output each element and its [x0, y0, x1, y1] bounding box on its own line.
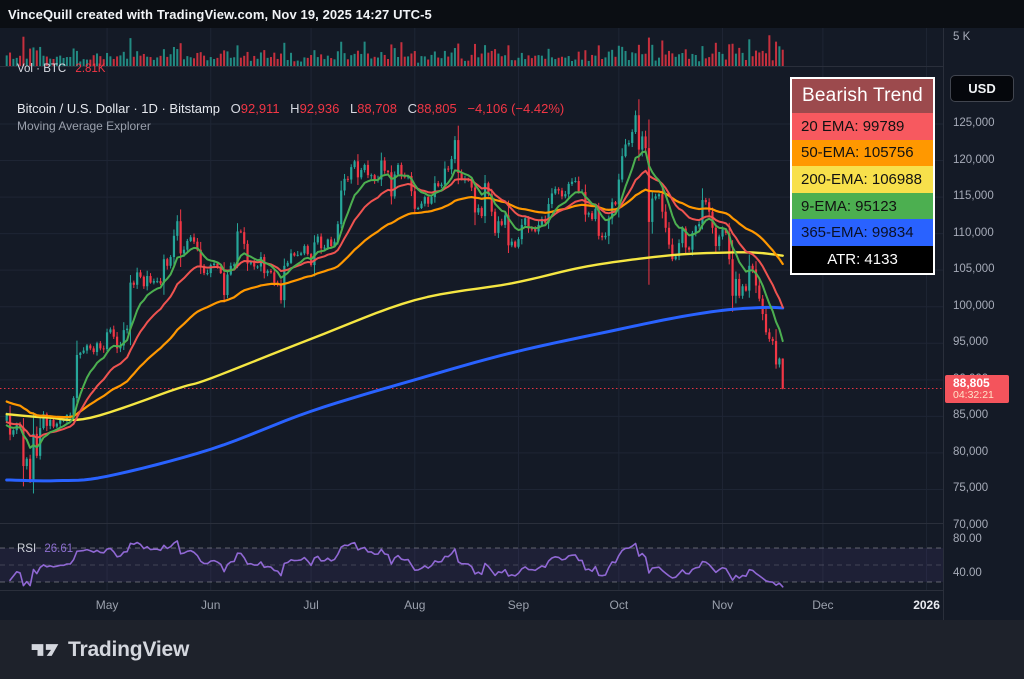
- rsi-line: [9, 540, 784, 588]
- footer-bar: TradingView: [0, 620, 1024, 679]
- rsi-scale-label-40: 40.00: [953, 566, 982, 579]
- rsi-band: [0, 547, 943, 583]
- candles-layer: [5, 99, 784, 494]
- last-price: 88,805: [953, 375, 990, 390]
- time-label-Oct: Oct: [609, 598, 629, 612]
- price-label-85000: 85,000: [953, 409, 989, 422]
- ema-365-line: [5, 305, 785, 483]
- price-label-95000: 95,000: [953, 336, 989, 349]
- currency-button[interactable]: USD: [950, 75, 1014, 102]
- legend-row-1: 50-EMA: 105756: [792, 139, 933, 167]
- price-label-125000: 125,000: [953, 117, 995, 129]
- legend-row-4: 365-EMA: 99834: [792, 219, 933, 246]
- price-axis[interactable]: 5 K 125,000 120,000 115,000 110,000 105,000 1…: [943, 28, 1024, 620]
- price-label-100000: 100,000: [953, 299, 995, 312]
- chart-area: Vol · BTC 2.81K Bitcoin / U.S. Dollar · …: [0, 28, 1024, 620]
- gridlines: [0, 28, 943, 590]
- volume-scale-label: 5 K: [953, 31, 971, 43]
- price-label-105000: 105,000: [953, 263, 995, 276]
- time-label-Nov: Nov: [711, 598, 734, 612]
- volume-bars-layer: [5, 35, 784, 66]
- tradingview-logo[interactable]: TradingView: [30, 637, 189, 663]
- ema-200-line: [5, 251, 784, 422]
- legend-row-0: 20 EMA: 99789: [792, 113, 933, 140]
- legend-row-5: ATR: 4133: [792, 245, 933, 273]
- time-label-Jun: Jun: [201, 598, 221, 612]
- time-label-Aug: Aug: [404, 598, 426, 612]
- attribution-text: VinceQuill created with TradingView.com,…: [8, 6, 432, 22]
- attribution-bar: VinceQuill created with TradingView.com,…: [0, 0, 1024, 28]
- tradingview-logo-text: TradingView: [68, 637, 190, 661]
- ema-20-line: [5, 169, 784, 439]
- legend-row-2: 200-EMA: 106988: [792, 166, 933, 193]
- trend-legend-rows: 20 EMA: 99789 50-EMA: 105756 200-EMA: 1069…: [792, 113, 933, 273]
- ema-9-line: [5, 150, 784, 449]
- rsi-scale-label-80: 80.00: [953, 532, 982, 545]
- price-label-75000: 75,000: [953, 482, 989, 495]
- bar-countdown: 04:32:21: [953, 388, 994, 401]
- price-label-70000: 70,000: [953, 518, 989, 531]
- legend-row-3: 9-EMA: 95123: [792, 192, 933, 220]
- time-label-Jul: Jul: [303, 598, 319, 612]
- time-label-May: May: [95, 598, 119, 612]
- time-label-Sep: Sep: [507, 598, 530, 612]
- ema-50-line: [5, 188, 784, 419]
- price-label-80000: 80,000: [953, 445, 989, 458]
- trend-legend-header: Bearish Trend: [792, 79, 933, 113]
- last-price-badge: 88,805 04:32:21: [945, 374, 1009, 403]
- tradingview-logo-icon: [31, 643, 59, 656]
- price-label-115000: 115,000: [953, 190, 994, 203]
- price-label-110000: 110,000: [953, 226, 994, 239]
- trend-legend: Bearish Trend 20 EMA: 99789 50-EMA: 10575…: [790, 77, 935, 275]
- time-label-2026: 2026: [913, 598, 940, 612]
- chart-canvas[interactable]: [0, 28, 943, 590]
- price-label-120000: 120,000: [953, 153, 995, 166]
- time-axis[interactable]: May Jun Jul Aug Sep Oct Nov Dec 2026: [0, 590, 1024, 620]
- time-label-Dec: Dec: [812, 598, 834, 612]
